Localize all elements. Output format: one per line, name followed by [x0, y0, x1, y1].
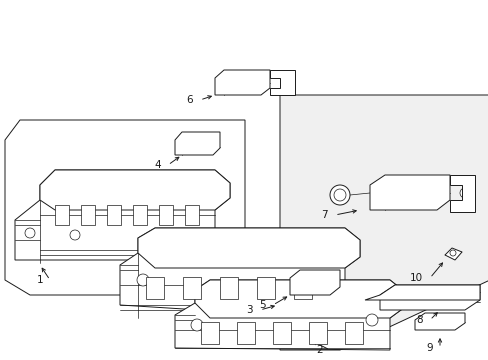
Polygon shape — [175, 280, 404, 350]
Polygon shape — [133, 205, 147, 225]
Circle shape — [365, 314, 377, 326]
Polygon shape — [159, 205, 173, 225]
Polygon shape — [272, 322, 290, 344]
Circle shape — [191, 319, 203, 331]
Text: 1: 1 — [36, 275, 43, 285]
Polygon shape — [369, 175, 449, 210]
Polygon shape — [195, 280, 404, 318]
Polygon shape — [308, 322, 326, 344]
Polygon shape — [269, 70, 294, 95]
Text: 3: 3 — [246, 305, 252, 315]
Polygon shape — [293, 277, 311, 299]
Circle shape — [137, 274, 149, 286]
Polygon shape — [379, 285, 479, 310]
Polygon shape — [289, 270, 339, 295]
Circle shape — [459, 188, 469, 198]
Polygon shape — [5, 120, 244, 295]
Polygon shape — [414, 313, 464, 330]
Polygon shape — [184, 205, 199, 225]
Polygon shape — [15, 170, 229, 260]
Polygon shape — [201, 322, 219, 344]
Polygon shape — [183, 277, 201, 299]
Polygon shape — [280, 95, 488, 350]
Text: 6: 6 — [186, 95, 193, 105]
Polygon shape — [81, 205, 95, 225]
Polygon shape — [444, 248, 461, 260]
Circle shape — [249, 77, 260, 87]
Polygon shape — [40, 170, 229, 210]
Text: 5: 5 — [259, 300, 265, 310]
Polygon shape — [364, 285, 479, 300]
Polygon shape — [449, 175, 474, 212]
Text: 7: 7 — [321, 210, 327, 220]
Polygon shape — [257, 277, 274, 299]
Circle shape — [155, 230, 164, 240]
Polygon shape — [107, 205, 121, 225]
Polygon shape — [175, 132, 220, 155]
Circle shape — [324, 274, 335, 286]
Text: 4: 4 — [154, 160, 161, 170]
Text: 8: 8 — [415, 315, 422, 325]
Circle shape — [25, 228, 35, 238]
Polygon shape — [120, 228, 359, 318]
Polygon shape — [215, 70, 269, 95]
Polygon shape — [55, 205, 69, 225]
Polygon shape — [138, 228, 359, 268]
Text: 9: 9 — [426, 343, 432, 353]
Circle shape — [449, 250, 455, 256]
Polygon shape — [237, 322, 254, 344]
Circle shape — [329, 185, 349, 205]
Text: 10: 10 — [409, 273, 422, 283]
Text: 2: 2 — [316, 345, 323, 355]
Polygon shape — [345, 322, 362, 344]
Circle shape — [333, 189, 346, 201]
Polygon shape — [220, 277, 238, 299]
Circle shape — [70, 230, 80, 240]
Polygon shape — [146, 277, 163, 299]
